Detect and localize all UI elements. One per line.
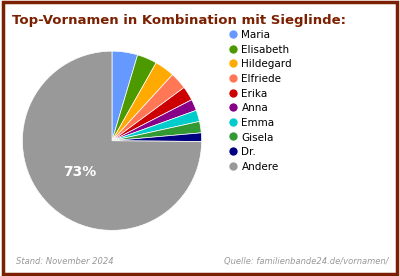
Text: Stand: November 2024: Stand: November 2024: [16, 257, 114, 266]
Wedge shape: [112, 110, 200, 141]
Wedge shape: [112, 75, 184, 141]
Text: Quelle: familienbande24.de/vornamen/: Quelle: familienbande24.de/vornamen/: [224, 257, 388, 266]
Wedge shape: [112, 100, 196, 141]
Wedge shape: [112, 51, 138, 141]
Wedge shape: [112, 133, 202, 142]
Wedge shape: [112, 87, 192, 141]
Legend: Maria, Elisabeth, Hildegard, Elfriede, Erika, Anna, Emma, Gisela, Dr., Andere: Maria, Elisabeth, Hildegard, Elfriede, E…: [230, 30, 292, 172]
Wedge shape: [112, 63, 172, 141]
Wedge shape: [22, 51, 202, 230]
Wedge shape: [112, 121, 201, 141]
Text: 73%: 73%: [64, 165, 97, 179]
Wedge shape: [112, 55, 156, 141]
Text: Top-Vornamen in Kombination mit Sieglinde:: Top-Vornamen in Kombination mit Sieglind…: [12, 14, 346, 27]
